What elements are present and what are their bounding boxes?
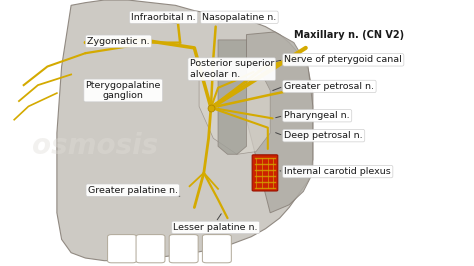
Text: Posterior superior
alveolar n.: Posterior superior alveolar n. (190, 60, 274, 79)
Text: Lesser palatine n.: Lesser palatine n. (173, 223, 258, 232)
Text: Nerve of pterygoid canal: Nerve of pterygoid canal (284, 55, 402, 64)
Text: osmosis: osmosis (32, 132, 158, 160)
FancyBboxPatch shape (136, 235, 165, 263)
Polygon shape (199, 64, 270, 154)
Polygon shape (57, 0, 313, 261)
FancyBboxPatch shape (169, 235, 198, 263)
FancyBboxPatch shape (252, 155, 278, 191)
Text: Pterygopalatine
ganglion: Pterygopalatine ganglion (85, 81, 161, 100)
Text: Deep petrosal n.: Deep petrosal n. (284, 131, 363, 140)
Text: Infraorbital n.: Infraorbital n. (131, 13, 196, 22)
Text: Maxillary n. (CN V2): Maxillary n. (CN V2) (294, 30, 404, 40)
Text: Greater petrosal n.: Greater petrosal n. (284, 82, 374, 91)
Text: Internal carotid plexus: Internal carotid plexus (284, 167, 391, 176)
FancyBboxPatch shape (108, 235, 137, 263)
FancyBboxPatch shape (202, 235, 231, 263)
Text: Zygomatic n.: Zygomatic n. (87, 37, 150, 46)
Text: Pharyngeal n.: Pharyngeal n. (284, 111, 350, 120)
Text: Greater palatine n.: Greater palatine n. (88, 186, 178, 195)
Text: Nasopalatine n.: Nasopalatine n. (202, 13, 276, 22)
Polygon shape (246, 32, 313, 213)
Polygon shape (218, 40, 246, 154)
